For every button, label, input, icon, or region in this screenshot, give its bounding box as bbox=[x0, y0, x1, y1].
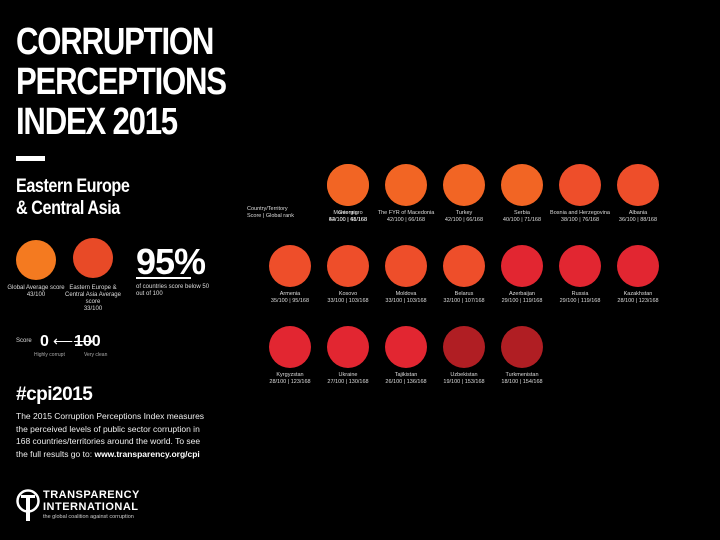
logo-tagline: the global coalition against corruption bbox=[43, 514, 134, 520]
country-score: 40/100 | 71/168 bbox=[502, 217, 542, 223]
country-item: Turkey 42/100 | 66/168 bbox=[424, 164, 504, 224]
region-average-label: Eastern Europe & Central Asia Average sc… bbox=[65, 285, 121, 312]
country-name: Albania bbox=[628, 210, 648, 216]
country-item: Armenia 35/100 | 95/168 bbox=[250, 245, 330, 305]
country-name: The FYR of Macedonia bbox=[377, 210, 435, 216]
country-name: Armenia bbox=[279, 291, 301, 297]
country-score: 36/100 | 88/168 bbox=[618, 217, 658, 223]
country-score: 33/100 | 103/168 bbox=[327, 298, 369, 304]
global-average-label: Global Average score 43/100 bbox=[7, 285, 65, 298]
global-average-circle bbox=[16, 240, 56, 280]
country-circle bbox=[501, 326, 543, 368]
country-circle bbox=[385, 326, 427, 368]
country-name: Bosnia and Herzegovina bbox=[550, 210, 610, 216]
country-item: Turkmenistan 18/100 | 154/168 bbox=[482, 326, 562, 386]
country-name: Turkmenistan bbox=[505, 372, 539, 378]
scale-max: 100 bbox=[74, 333, 101, 350]
country-item: Serbia 40/100 | 71/168 bbox=[482, 164, 562, 224]
country-score: 33/100 | 103/168 bbox=[385, 298, 427, 304]
country-circle bbox=[559, 245, 601, 287]
country-score: 32/100 | 107/168 bbox=[443, 298, 485, 304]
logo-name: TRANSPARENCY INTERNATIONAL bbox=[43, 489, 140, 513]
country-circle bbox=[617, 245, 659, 287]
results-link[interactable]: www.transparency.org/cpi bbox=[94, 448, 200, 459]
country-name: Turkey bbox=[455, 210, 473, 216]
scale-min: 0 bbox=[40, 333, 49, 350]
page-title: CORRUPTION PERCEPTIONS INDEX 2015 bbox=[16, 21, 227, 143]
country-name: Moldova bbox=[395, 291, 417, 297]
country-name: Belarus bbox=[454, 291, 474, 297]
country-name: Ukraine bbox=[338, 372, 358, 378]
country-circle bbox=[269, 245, 311, 287]
country-name: Tajikistan bbox=[394, 372, 418, 378]
country-circle bbox=[385, 245, 427, 287]
region-average-circle bbox=[73, 238, 113, 278]
legend-header: Country/Territory Score | Global rank bbox=[247, 206, 294, 219]
country-item: Azerbaijan 29/100 | 119/168 bbox=[482, 245, 562, 305]
country-item: The FYR of Macedonia 42/100 | 66/168 bbox=[366, 164, 446, 224]
country-score: 28/100 | 123/168 bbox=[617, 298, 659, 304]
country-score: 29/100 | 119/168 bbox=[559, 298, 601, 304]
country-circle bbox=[327, 245, 369, 287]
scale-high-label: Very clean bbox=[84, 352, 108, 358]
country-item: Albania 36/100 | 88/168 bbox=[598, 164, 678, 224]
country-circle bbox=[559, 164, 601, 206]
country-circle bbox=[327, 164, 369, 206]
country-item: Kosovo 33/100 | 103/168 bbox=[308, 245, 388, 305]
country-item: Kazakhstan 28/100 | 123/168 bbox=[598, 245, 678, 305]
transparency-logo-icon bbox=[16, 489, 40, 521]
country-circle bbox=[501, 245, 543, 287]
country-name: Uzbekistan bbox=[450, 372, 478, 378]
country-name: Kazakhstan bbox=[623, 291, 653, 297]
country-score: 18/100 | 154/168 bbox=[501, 379, 543, 385]
country-circle bbox=[443, 164, 485, 206]
country-circle bbox=[443, 245, 485, 287]
percent-note: of countries score below 50 out of 100 bbox=[136, 284, 210, 297]
country-item: Russia 29/100 | 119/168 bbox=[540, 245, 620, 305]
region-title: Eastern Europe & Central Asia bbox=[16, 176, 130, 219]
country-circle bbox=[385, 164, 427, 206]
country-item: Kyrgyzstan 28/100 | 123/168 bbox=[250, 326, 330, 386]
scale-arrow: ⟵⟶ bbox=[53, 333, 94, 349]
country-name: Azerbaijan bbox=[509, 291, 535, 297]
country-item: Uzbekistan 19/100 | 153/168 bbox=[424, 326, 504, 386]
country-name: Montenegro bbox=[333, 210, 363, 216]
country-circle bbox=[617, 164, 659, 206]
country-item: Ukraine 27/100 | 130/168 bbox=[308, 326, 388, 386]
country-name: Kyrgyzstan bbox=[276, 372, 304, 378]
country-circle bbox=[269, 326, 311, 368]
country-circle bbox=[443, 326, 485, 368]
country-score: 44/100 | 61/168 bbox=[328, 217, 368, 223]
country-score: 26/100 | 136/168 bbox=[385, 379, 427, 385]
scale-label: Score bbox=[16, 338, 32, 344]
scale-low-label: Highly corrupt bbox=[34, 352, 65, 358]
country-item: Bosnia and Herzegovina 38/100 | 76/168 bbox=[540, 164, 620, 224]
country-score: 29/100 | 119/168 bbox=[501, 298, 543, 304]
country-score: 38/100 | 76/168 bbox=[560, 217, 600, 223]
country-circle bbox=[327, 326, 369, 368]
country-score: 35/100 | 95/168 bbox=[270, 298, 310, 304]
country-score: 52/100 | 48/168 bbox=[328, 217, 368, 223]
country-score: 27/100 | 130/168 bbox=[327, 379, 369, 385]
country-name: Kosovo bbox=[338, 291, 358, 297]
country-score: 19/100 | 153/168 bbox=[443, 379, 485, 385]
country-score: 28/100 | 123/168 bbox=[269, 379, 311, 385]
country-circle bbox=[501, 164, 543, 206]
country-name: Russia bbox=[571, 291, 589, 297]
title-divider bbox=[16, 156, 45, 161]
country-item: Montenegro 44/100 | 61/168 bbox=[308, 164, 388, 224]
country-name: Serbia bbox=[514, 210, 530, 216]
country-item: Tajikistan 26/100 | 136/168 bbox=[366, 326, 446, 386]
percent-below-50: 95% bbox=[136, 241, 206, 282]
country-score: 42/100 | 66/168 bbox=[386, 217, 426, 223]
hashtag: #cpi2015 bbox=[16, 384, 93, 405]
country-score: 42/100 | 66/168 bbox=[444, 217, 484, 223]
percent-underline bbox=[136, 277, 191, 279]
country-item: Moldova 33/100 | 103/168 bbox=[366, 245, 446, 305]
country-name: Georgia bbox=[338, 210, 358, 216]
description: The 2015 Corruption Perceptions Index me… bbox=[16, 411, 205, 459]
country-item: Belarus 32/100 | 107/168 bbox=[424, 245, 504, 305]
